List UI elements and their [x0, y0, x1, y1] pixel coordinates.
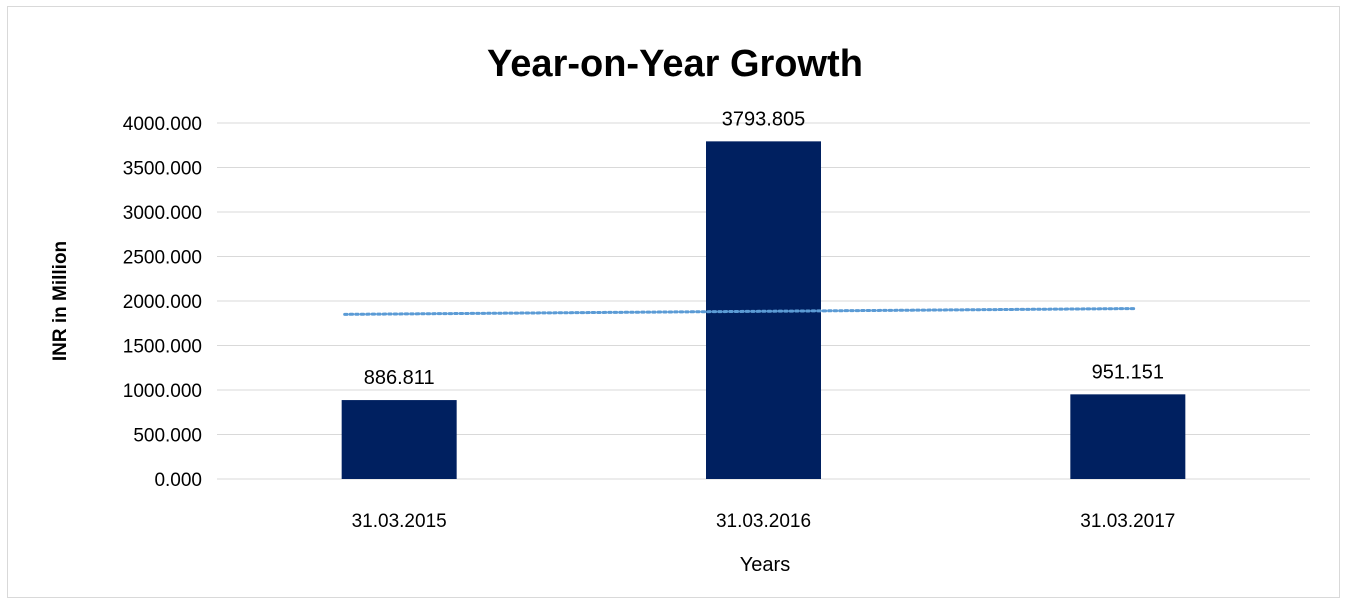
y-tick-label: 2000.000	[123, 292, 202, 313]
x-tick-label: 31.03.2015	[352, 511, 447, 532]
y-tick-label: 500.000	[133, 426, 202, 447]
trendline-line	[343, 307, 1136, 316]
chart-frame	[7, 6, 1340, 598]
trendline	[343, 307, 1136, 316]
x-axis-label: Years	[740, 554, 790, 576]
y-tick-label: 1500.000	[123, 337, 202, 358]
x-tick-label: 31.03.2016	[716, 511, 811, 532]
data-label: 3793.805	[722, 108, 805, 130]
y-tick-label: 3500.000	[123, 159, 202, 180]
y-tick-label: 4000.000	[123, 114, 202, 135]
y-axis-label: INR in Million	[50, 241, 71, 361]
y-tick-label: 2500.000	[123, 248, 202, 269]
y-tick-label: 1000.000	[123, 381, 202, 402]
data-labels: 886.811 3793.805 951.151	[364, 108, 1164, 389]
bar	[341, 400, 457, 479]
chart-title: Year-on-Year Growth	[487, 43, 863, 85]
bar	[1070, 394, 1186, 479]
data-label: 951.151	[1092, 361, 1164, 383]
data-label: 886.811	[364, 367, 435, 389]
y-tick-label: 0.000	[154, 470, 202, 491]
x-axis-ticks: 31.03.2015 31.03.2016 31.03.2017	[352, 511, 1176, 532]
y-tick-label: 3000.000	[123, 203, 202, 224]
x-tick-label: 31.03.2017	[1080, 511, 1175, 532]
y-axis-ticks: 0.000 500.000 1000.000 1500.000 2000.000 2500…	[123, 114, 202, 491]
